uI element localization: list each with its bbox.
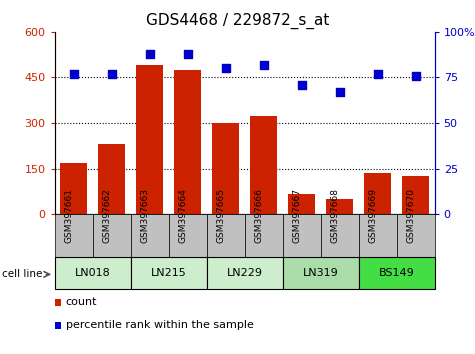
Text: GSM397663: GSM397663 [141,188,150,243]
Bar [98,144,125,214]
Text: GSM397668: GSM397668 [331,188,340,243]
Text: GSM397667: GSM397667 [293,188,302,243]
Bar [131,257,207,289]
Text: LN215: LN215 [151,268,187,278]
Text: cell line: cell line [2,269,43,279]
Text: percentile rank within the sample: percentile rank within the sample [66,320,254,330]
Text: LN229: LN229 [227,268,263,278]
Point [374,71,381,76]
Bar [174,70,201,214]
Bar [364,173,391,214]
Bar [359,214,397,257]
Text: GSM397666: GSM397666 [255,188,264,243]
Bar [397,214,435,257]
Bar [212,123,239,214]
Text: GSM397665: GSM397665 [217,188,226,243]
Bar [60,163,87,214]
Bar [55,299,61,306]
Bar [131,214,169,257]
Text: GDS4468 / 229872_s_at: GDS4468 / 229872_s_at [146,12,329,29]
Bar [326,199,353,214]
Point [184,51,191,57]
Bar [245,214,283,257]
Text: GSM397670: GSM397670 [407,188,416,243]
Text: GSM397664: GSM397664 [179,188,188,243]
Bar [283,257,359,289]
Text: GSM397662: GSM397662 [103,188,112,243]
Bar [55,322,61,329]
Bar [55,257,131,289]
Point [146,51,153,57]
Text: LN018: LN018 [75,268,111,278]
Point [222,65,229,71]
Text: BS149: BS149 [379,268,415,278]
Text: LN319: LN319 [303,268,339,278]
Bar [207,257,283,289]
Bar [288,194,315,214]
Bar [93,214,131,257]
Text: GSM397661: GSM397661 [65,188,74,243]
Bar [136,65,163,214]
Point [298,82,305,87]
Bar [321,214,359,257]
Bar [250,116,277,214]
Bar [169,214,207,257]
Bar [359,257,435,289]
Point [336,89,343,95]
Text: GSM397669: GSM397669 [369,188,378,243]
Bar [283,214,321,257]
Bar [402,176,429,214]
Text: count: count [66,297,97,307]
Point [412,73,419,79]
Point [70,71,77,76]
Point [108,71,115,76]
Bar [207,214,245,257]
Bar [55,214,93,257]
Point [260,62,267,68]
